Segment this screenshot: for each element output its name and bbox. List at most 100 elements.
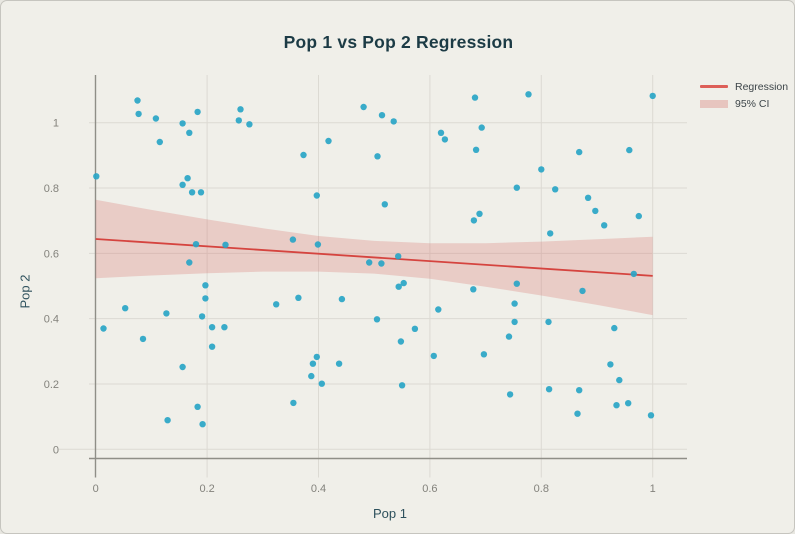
scatter-point xyxy=(179,120,186,127)
scatter-point xyxy=(511,300,518,307)
scatter-point xyxy=(202,295,209,302)
scatter-point xyxy=(152,115,160,122)
x-tick-label: 0.4 xyxy=(311,483,326,495)
scatter-point xyxy=(400,279,407,287)
scatter-point xyxy=(579,287,586,295)
scatter-point xyxy=(552,186,559,193)
scatter-point xyxy=(135,110,142,118)
scatter-point xyxy=(318,380,325,387)
scatter-point xyxy=(437,129,445,136)
scatter-point xyxy=(309,360,317,367)
regression-line xyxy=(95,238,653,277)
scatter-point xyxy=(574,410,581,417)
scatter-point xyxy=(156,138,163,146)
scatter-point xyxy=(616,376,623,384)
scatter-point xyxy=(360,103,367,111)
scatter-point xyxy=(184,175,191,182)
scatter-point xyxy=(470,217,478,224)
scatter-point xyxy=(313,192,320,199)
legend-label-ci: 95% CI xyxy=(735,97,770,110)
y-tick-label: 0.4 xyxy=(44,314,59,326)
scatter-point xyxy=(478,124,485,131)
scatter-point xyxy=(198,313,206,320)
x-tick-label: 0 xyxy=(93,483,99,495)
scatter-point xyxy=(289,236,297,243)
x-tick-label: 0.6 xyxy=(422,483,437,495)
scatter-point xyxy=(188,189,196,196)
scatter-point xyxy=(472,146,480,153)
y-axis-title: Pop 2 xyxy=(17,274,33,309)
scatter-point xyxy=(235,117,242,124)
scatter-point xyxy=(470,286,477,293)
scatter-point xyxy=(513,184,520,191)
scatter-point xyxy=(378,112,386,119)
scatter-point xyxy=(290,399,297,407)
scatter-point xyxy=(313,353,320,361)
scatter-point xyxy=(649,92,656,100)
scatter-point xyxy=(139,335,147,343)
scatter-point xyxy=(441,136,449,143)
legend-item-ci[interactable]: 95% CI xyxy=(700,95,788,112)
scatter-point xyxy=(373,316,381,323)
scatter-point xyxy=(314,241,322,248)
scatter-point xyxy=(395,253,402,260)
scatter-point xyxy=(208,343,216,350)
scatter-point xyxy=(525,91,532,98)
scatter-point xyxy=(93,173,100,180)
x-tick-label: 0.8 xyxy=(534,483,549,495)
legend-item-regression[interactable]: Regression xyxy=(700,78,788,95)
scatter-point xyxy=(192,241,200,248)
scatter-point xyxy=(397,338,405,345)
scatter-point xyxy=(186,259,193,266)
scatter-point xyxy=(202,282,209,289)
scatter-point xyxy=(471,94,479,101)
scatter-point xyxy=(221,324,228,331)
scatter-point xyxy=(308,372,315,380)
scatter-point xyxy=(506,391,514,398)
scatter-point xyxy=(538,166,545,173)
scatter-point xyxy=(295,294,302,301)
scatter-point xyxy=(611,324,618,332)
scatter-point xyxy=(647,412,655,419)
scatter-point xyxy=(547,230,554,237)
regression-line-swatch xyxy=(700,85,728,88)
scatter-point xyxy=(613,402,620,409)
scatter-point xyxy=(592,207,599,215)
scatter-point xyxy=(335,360,343,367)
scatter-point xyxy=(163,310,170,317)
scatter-point xyxy=(273,301,280,308)
scatter-point xyxy=(338,295,346,303)
x-axis-title: Pop 1 xyxy=(373,506,407,521)
scatter-point xyxy=(626,146,633,154)
scatter-point xyxy=(179,363,186,371)
scatter-point xyxy=(378,260,385,267)
scatter-point xyxy=(511,318,518,326)
legend: Regression 95% CI xyxy=(700,78,788,112)
scatter-point xyxy=(381,201,388,208)
scatter-point xyxy=(390,118,397,125)
scatter-point xyxy=(584,194,592,201)
chart-title: Pop 1 vs Pop 2 Regression xyxy=(283,32,514,52)
scatter-point xyxy=(122,305,129,312)
scatter-point xyxy=(545,386,553,393)
scatter-point xyxy=(505,333,513,340)
scatter-point xyxy=(398,382,406,389)
scatter-point xyxy=(186,129,193,136)
scatter-point xyxy=(395,283,402,290)
scatter-point xyxy=(164,417,171,424)
scatter-point xyxy=(100,325,107,332)
scatter-point xyxy=(325,137,332,145)
scatter-point xyxy=(222,241,229,248)
scatter-point xyxy=(199,421,206,428)
y-tick-label: 0.8 xyxy=(44,183,59,195)
x-tick-label: 1 xyxy=(650,483,656,495)
legend-label-regression: Regression xyxy=(735,80,789,93)
scatter-point xyxy=(194,403,201,410)
ci-band-swatch xyxy=(700,99,728,108)
scatter-point xyxy=(194,108,201,116)
scatter-point xyxy=(197,189,205,196)
y-tick-label: 0.6 xyxy=(44,248,59,260)
scatter-point xyxy=(545,318,552,326)
